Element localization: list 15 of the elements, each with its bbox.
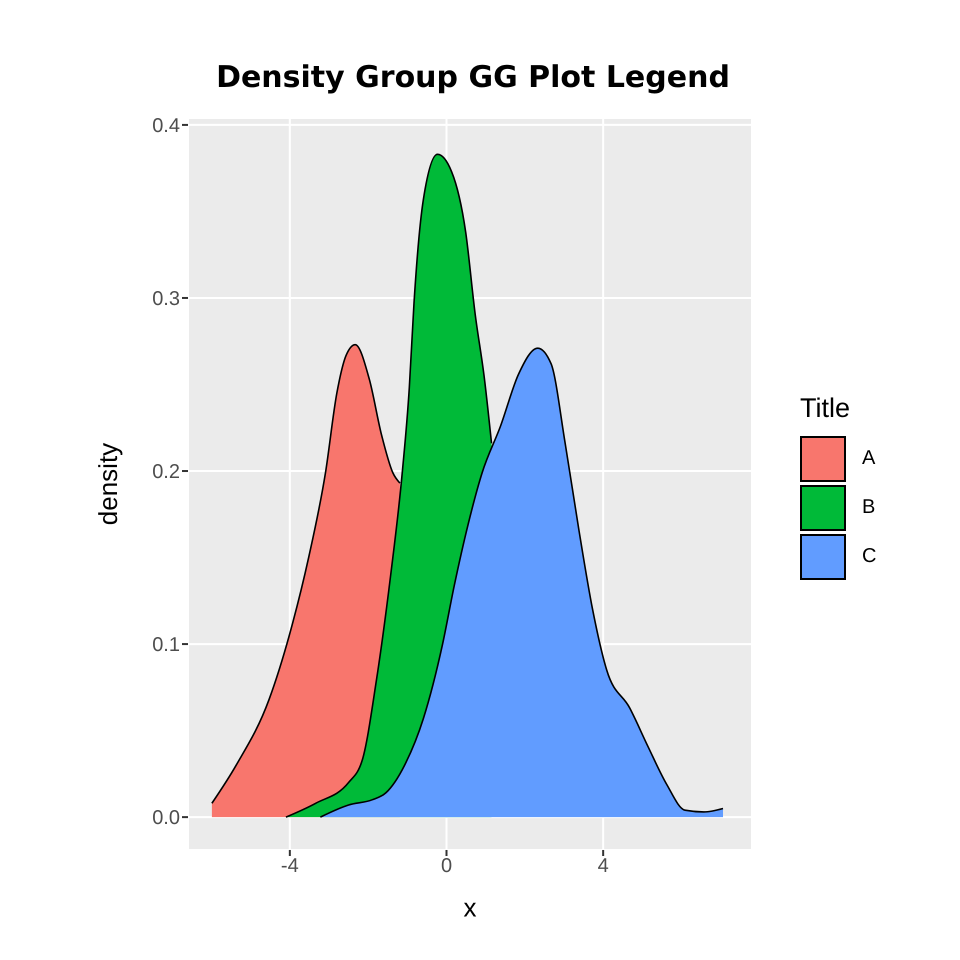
y-tick-label: 0.2 [152,461,180,484]
x-tick-label: 4 [598,855,609,878]
legend-label: B [862,496,876,519]
legend-title: Title [800,393,852,424]
y-tick-label: 0.1 [152,634,180,656]
legend-label: A [862,447,876,470]
y-tick-label: 0.0 [152,807,180,830]
x-tick-label: 0 [440,855,452,878]
x-axis-title: x [464,892,476,922]
x-tick-label: -4 [280,855,299,878]
y-axis-title: density [93,442,124,526]
y-tick-label: 0.4 [152,115,180,138]
legend-label: C [862,545,876,568]
y-tick-label: 0.3 [152,288,180,310]
chart-title: Density Group GG Plot Legend [215,60,731,95]
